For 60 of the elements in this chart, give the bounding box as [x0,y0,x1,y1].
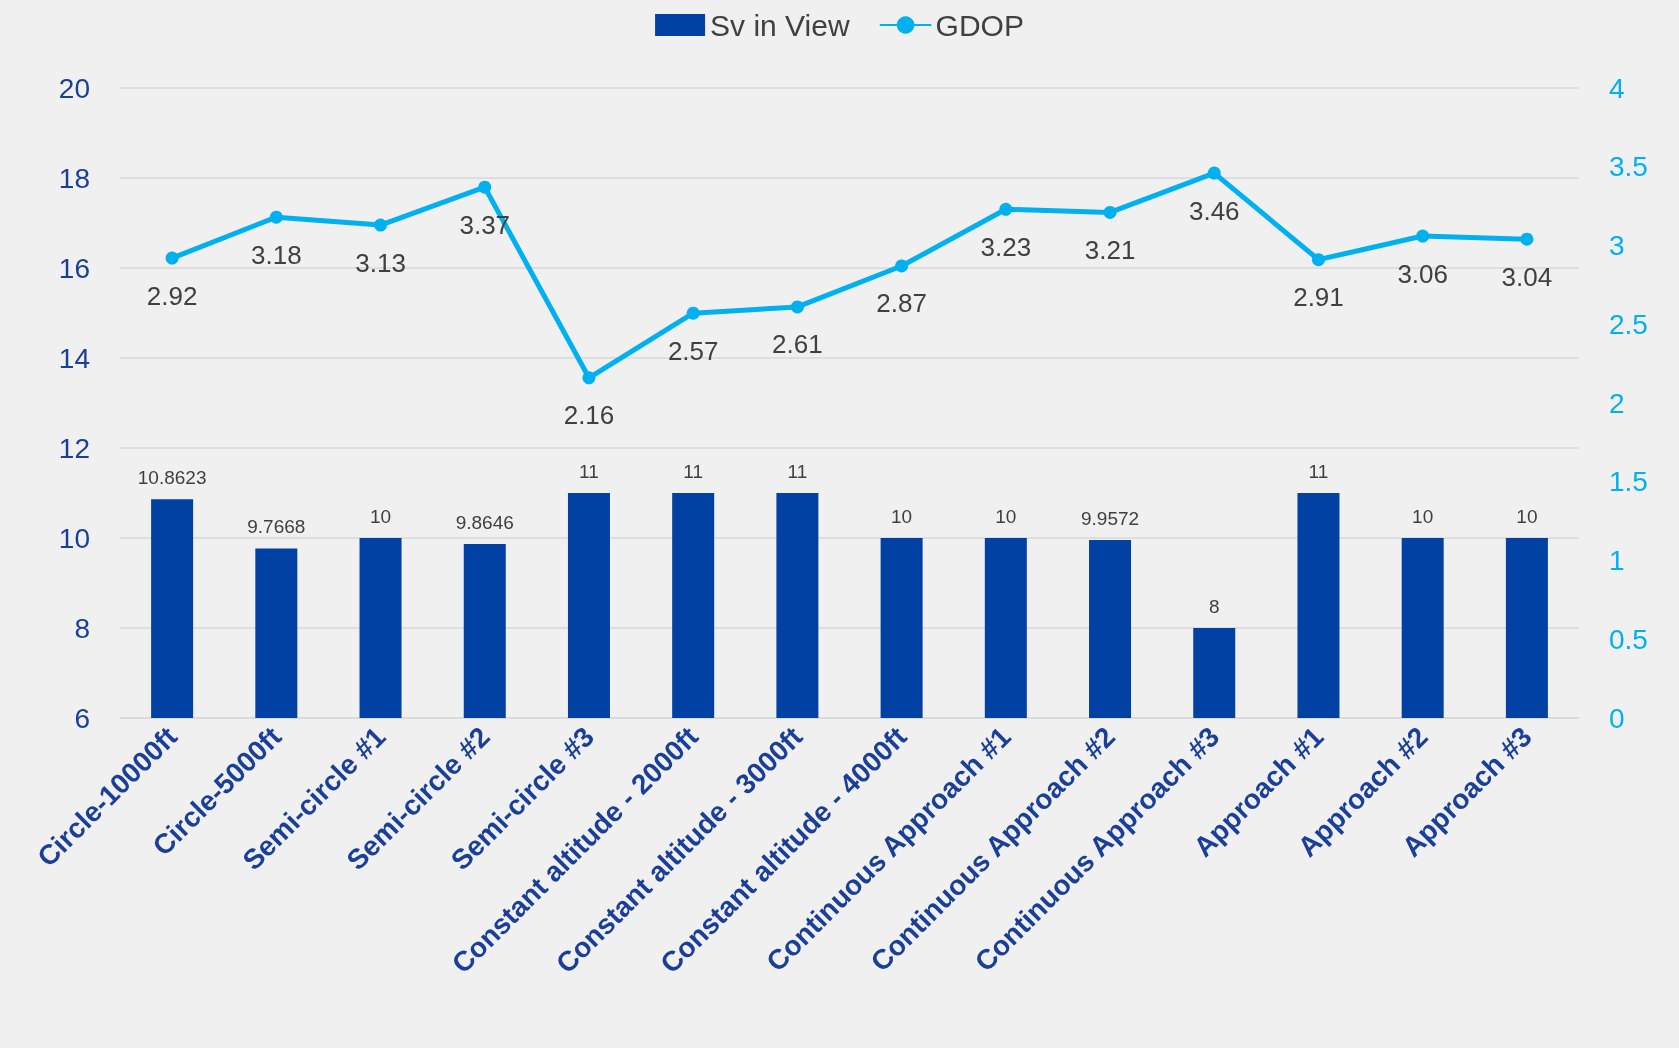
point [1416,229,1430,243]
data-label: 2.61 [772,329,823,360]
y2-tick-label: 3.5 [1609,151,1648,183]
data-label: 10 [1412,506,1434,527]
data-label: 9.7668 [247,516,306,538]
data-label: 11 [579,461,599,482]
point [1520,232,1534,246]
y-tick-label: 8 [74,612,90,644]
legend-label: GDOP [935,8,1024,42]
data-label: 10.8623 [137,467,207,489]
data-label: 3.46 [1188,195,1240,226]
data-label: 3.23 [980,231,1032,262]
y-tick-label: 18 [58,162,90,194]
point [374,218,388,232]
data-label: 10 [891,506,913,527]
data-label: 10 [1516,506,1538,527]
y2-tick-label: 4 [1609,72,1625,104]
y2-tick-label: 2.5 [1609,308,1648,340]
y2-tick-label: 3 [1609,230,1625,261]
data-label: 2.87 [876,288,927,319]
data-label: 8 [1208,596,1220,617]
point [1103,205,1117,219]
data-label: 3.18 [251,239,302,270]
y2-tick-label: 2 [1609,387,1625,419]
data-label: 10 [369,506,392,527]
data-label: 9.9572 [1080,507,1140,529]
data-label: 2.91 [1293,282,1344,313]
point [1207,166,1221,180]
y-tick-label: 10 [58,522,90,554]
point [895,259,909,273]
y-tick-label: 20 [58,72,90,104]
y2-tick-label: 0 [1609,702,1625,734]
data-label: 11 [683,461,704,482]
y2-tick-label: 1 [1609,545,1625,576]
data-label: 2.16 [563,400,615,431]
y-tick-label: 14 [58,342,90,374]
data-label: 11 [1308,461,1329,482]
y2-tick-label: 0.5 [1609,623,1648,655]
point [269,210,283,224]
point [790,300,804,314]
point [999,202,1013,216]
data-label: 11 [787,461,808,482]
data-label: 2.92 [146,280,198,311]
point [582,371,596,385]
data-label: 10 [995,506,1017,527]
data-label: 3.04 [1501,261,1553,292]
point [1311,253,1325,267]
data-label: 3.13 [355,247,406,278]
point [165,251,179,265]
data-label: 3.06 [1397,258,1448,289]
data-label: 9.8646 [455,512,514,534]
y-tick-label: 6 [74,702,90,734]
y-tick-label: 16 [58,252,90,284]
y2-tick-label: 1.5 [1609,466,1648,498]
data-label: 3.21 [1084,234,1136,265]
data-label: 2.57 [667,335,719,366]
point [478,180,492,194]
y-tick-label: 12 [58,432,90,464]
legend-label: Sv in View [710,8,850,42]
point [686,306,700,320]
